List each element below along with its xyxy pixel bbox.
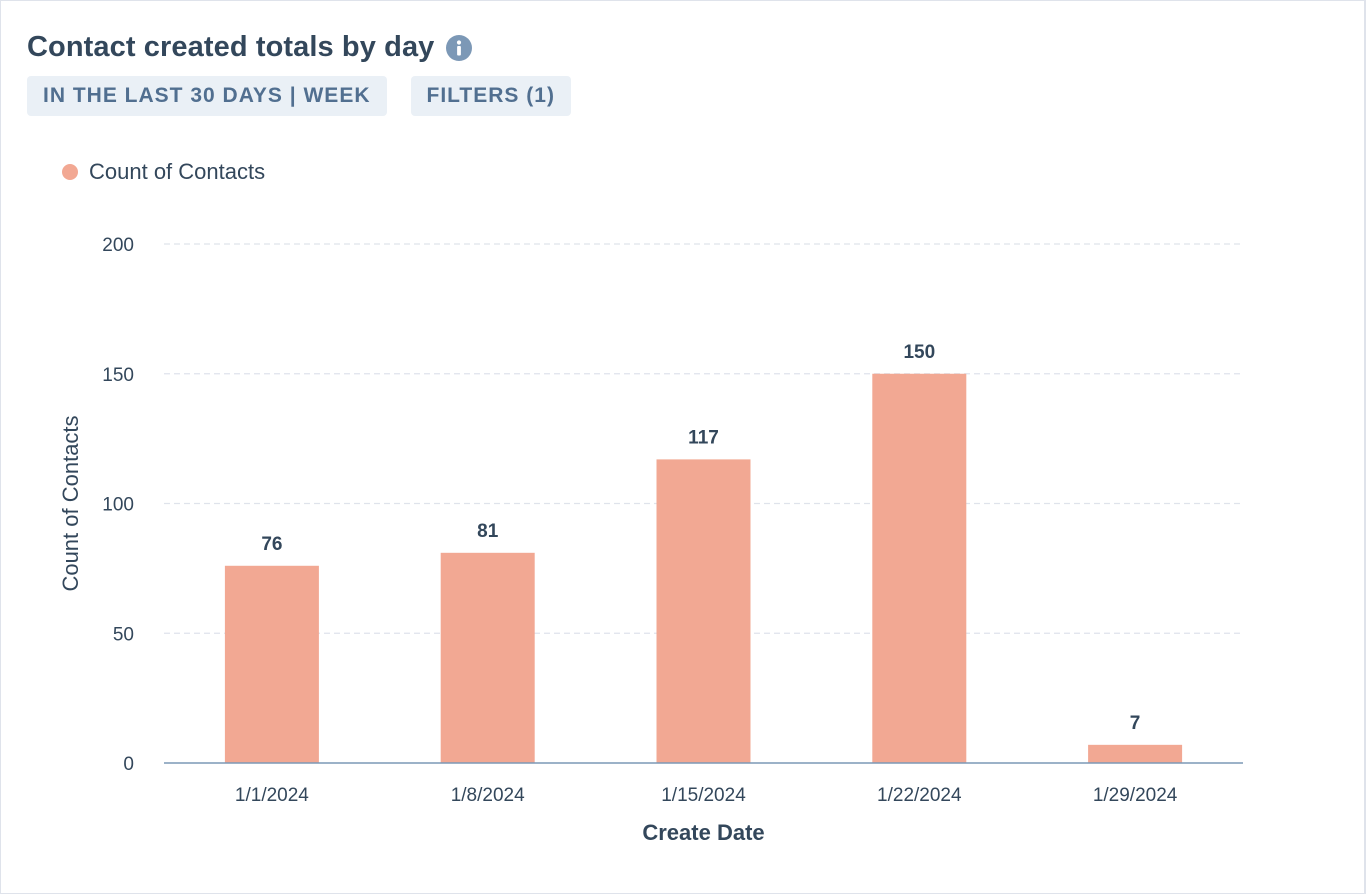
bar-value-label: 150 bbox=[903, 342, 935, 363]
chart-legend[interactable]: Count of Contacts bbox=[62, 159, 265, 185]
y-axis-title: Count of Contacts bbox=[58, 415, 83, 591]
bar-value-label: 117 bbox=[688, 427, 719, 448]
bar[interactable] bbox=[440, 552, 535, 763]
x-tick-label: 1/29/2024 bbox=[1093, 785, 1178, 806]
y-tick-label: 50 bbox=[113, 624, 134, 645]
x-axis-title: Create Date bbox=[642, 820, 764, 845]
legend-label: Count of Contacts bbox=[89, 159, 266, 184]
x-tick-label: 1/8/2024 bbox=[451, 785, 525, 806]
x-tick-label: 1/22/2024 bbox=[877, 785, 962, 806]
x-tick-label: 1/15/2024 bbox=[661, 785, 746, 806]
y-tick-label: 0 bbox=[123, 754, 134, 775]
x-tick-label: 1/1/2024 bbox=[235, 785, 309, 806]
bar[interactable] bbox=[872, 373, 967, 763]
bar-value-label: 81 bbox=[477, 521, 499, 542]
title-row: Contact created totals by day bbox=[27, 27, 595, 67]
filter-tags: IN THE LAST 30 DAYS | WEEK FILTERS (1) bbox=[27, 76, 595, 116]
report-title: Contact created totals by day bbox=[27, 31, 435, 63]
filters-tag[interactable]: FILTERS (1) bbox=[410, 76, 571, 116]
bar[interactable] bbox=[1088, 744, 1183, 763]
report-header: Contact created totals by day IN THE LAS… bbox=[27, 27, 595, 116]
legend-swatch bbox=[62, 164, 78, 180]
y-tick-label: 200 bbox=[102, 235, 134, 256]
y-tick-label: 150 bbox=[102, 365, 134, 386]
y-tick-label: 100 bbox=[102, 495, 134, 516]
info-icon[interactable] bbox=[446, 35, 473, 61]
bar[interactable] bbox=[224, 565, 319, 763]
date-range-tag[interactable]: IN THE LAST 30 DAYS | WEEK bbox=[27, 76, 387, 116]
bar-value-label: 76 bbox=[261, 534, 282, 555]
bar[interactable] bbox=[656, 459, 751, 763]
bar-value-label: 7 bbox=[1130, 713, 1141, 734]
